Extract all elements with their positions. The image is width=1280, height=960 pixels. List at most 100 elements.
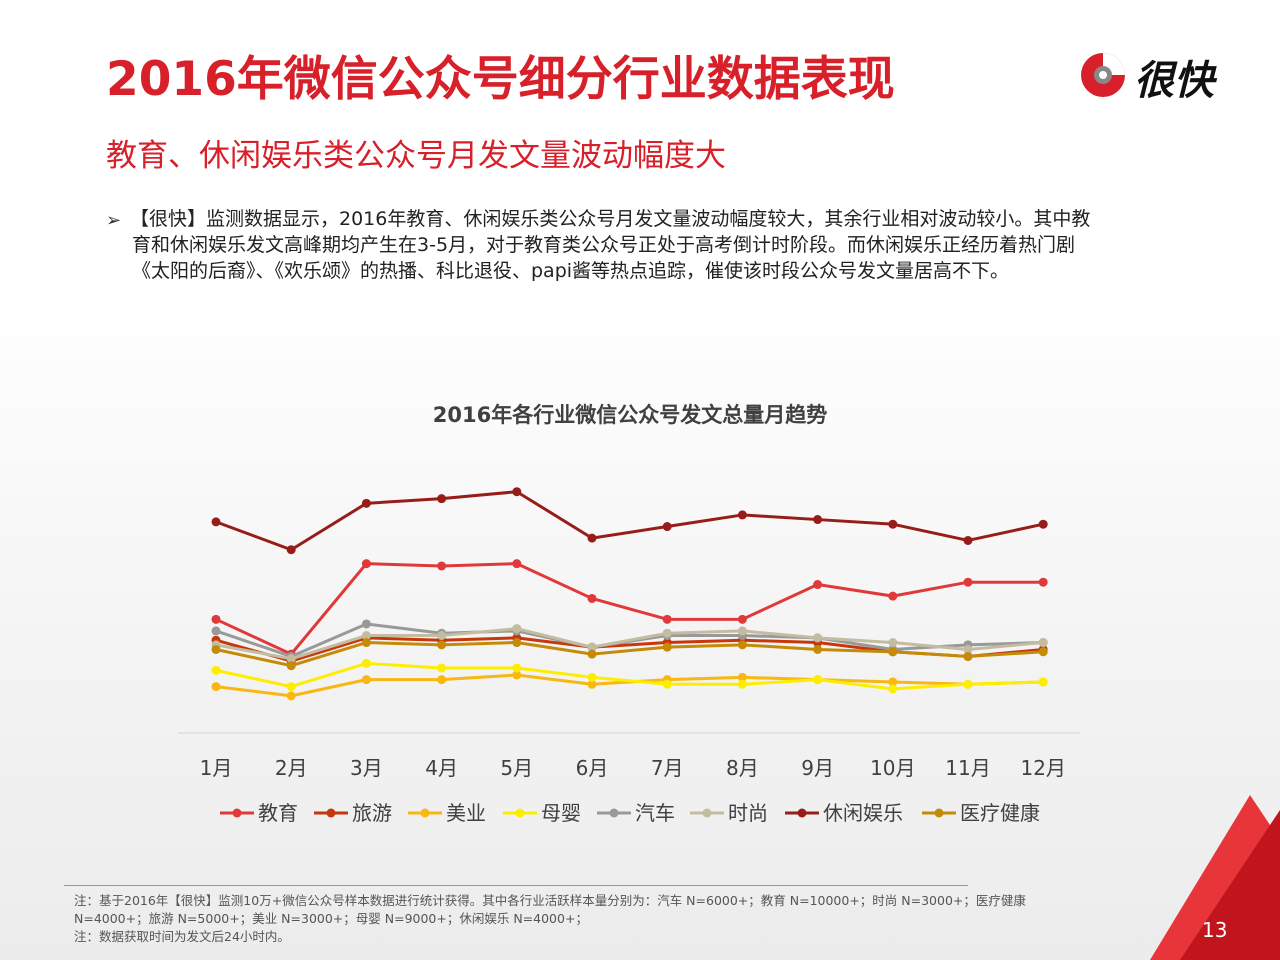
footnote-line: N=4000+；旅游 N=5000+；美业 N=3000+；母婴 N=9000+… xyxy=(74,911,588,926)
data-point xyxy=(813,633,823,643)
data-point xyxy=(737,679,747,689)
legend-item: 教育 xyxy=(220,801,298,825)
data-point xyxy=(211,614,221,624)
data-point xyxy=(888,591,898,601)
legend-item: 美业 xyxy=(408,801,486,825)
footnote-line: 注：数据获取时间为发文后24小时内。 xyxy=(74,929,290,944)
summary-line: 育和休闲娱乐发文高峰期均产生在3-5月，对于教育类公众号正处于高考倒计时阶段。而… xyxy=(132,234,1076,256)
legend-item: 汽车 xyxy=(597,801,675,825)
data-point xyxy=(512,624,522,634)
legend-label: 汽车 xyxy=(635,801,675,825)
legend-swatch-marker xyxy=(232,808,242,818)
data-point xyxy=(361,619,371,629)
x-tick-label: 8月 xyxy=(726,756,759,780)
legend-item: 母婴 xyxy=(503,801,581,825)
data-point xyxy=(888,519,898,529)
data-point xyxy=(888,684,898,694)
x-tick-label: 1月 xyxy=(200,756,233,780)
data-point xyxy=(813,644,823,654)
x-tick-label: 5月 xyxy=(500,756,533,780)
brand-logo: 很快 xyxy=(1078,48,1238,104)
data-point xyxy=(963,535,973,545)
legend-label: 教育 xyxy=(258,801,298,825)
data-point xyxy=(662,522,672,532)
data-point xyxy=(512,487,522,497)
data-point xyxy=(211,682,221,692)
data-point xyxy=(211,626,221,636)
series-教育 xyxy=(211,559,1048,659)
legend-swatch-marker xyxy=(702,808,712,818)
data-point xyxy=(286,545,296,555)
series-line xyxy=(215,627,1044,661)
data-point xyxy=(1038,677,1048,687)
data-point xyxy=(361,638,371,648)
legend-swatch-marker xyxy=(609,808,619,818)
page-subtitle: 教育、休闲娱乐类公众号月发文量波动幅度大 xyxy=(106,138,726,174)
summary-paragraph: 【很快】监测数据显示，2016年教育、休闲娱乐类公众号月发文量波动幅度较大，其余… xyxy=(130,206,1220,284)
data-point xyxy=(361,658,371,668)
data-point xyxy=(1038,577,1048,587)
data-point xyxy=(361,675,371,685)
data-point xyxy=(286,654,296,664)
data-point xyxy=(286,682,296,692)
data-point xyxy=(1038,519,1048,529)
data-point xyxy=(1038,638,1048,648)
legend-item: 旅游 xyxy=(314,801,392,825)
data-point xyxy=(211,644,221,654)
legend-label: 时尚 xyxy=(728,801,768,825)
data-point xyxy=(963,644,973,654)
series-line xyxy=(215,661,1044,691)
legend-label: 休闲娱乐 xyxy=(823,801,903,825)
footnote: 注：基于2016年【很快】监测10万+微信公众号样本数据进行统计获得。其中各行业… xyxy=(74,892,1164,946)
footnote-line: 注：基于2016年【很快】监测10万+微信公众号样本数据进行统计获得。其中各行业… xyxy=(74,893,1026,908)
legend-label: 美业 xyxy=(446,801,486,825)
data-point xyxy=(737,626,747,636)
data-point xyxy=(587,672,597,682)
legend-label: 母婴 xyxy=(541,801,581,825)
data-point xyxy=(737,672,747,682)
data-point xyxy=(587,642,597,652)
data-point xyxy=(813,675,823,685)
data-point xyxy=(437,663,447,673)
legend-swatch-marker xyxy=(797,808,807,818)
data-point xyxy=(437,561,447,571)
data-point xyxy=(587,679,597,689)
data-point xyxy=(813,580,823,590)
data-point xyxy=(512,670,522,680)
series-line xyxy=(215,562,1044,656)
legend-item: 医疗健康 xyxy=(922,801,1040,825)
data-point xyxy=(963,679,973,689)
legend-swatch-marker xyxy=(420,808,430,818)
series-line xyxy=(215,490,1044,552)
data-point xyxy=(587,649,597,659)
data-point xyxy=(888,647,898,657)
summary-line: 《太阳的后裔》、《欢乐颂》的热播、科比退役、papi酱等热点追踪，催使该时段公众… xyxy=(132,260,1010,282)
series-休闲娱乐 xyxy=(211,487,1048,555)
x-tick-label: 11月 xyxy=(945,756,990,780)
data-point xyxy=(963,577,973,587)
data-point xyxy=(211,665,221,675)
data-point xyxy=(587,593,597,603)
corner-decoration xyxy=(1150,795,1280,960)
data-point xyxy=(737,614,747,624)
data-point xyxy=(662,614,672,624)
legend-item: 休闲娱乐 xyxy=(785,801,903,825)
data-point xyxy=(963,651,973,661)
footnote-divider xyxy=(64,885,968,886)
logo-icon xyxy=(1081,53,1125,97)
data-point xyxy=(888,638,898,648)
bullet-arrow-icon: ➢ xyxy=(106,210,122,231)
data-point xyxy=(662,628,672,638)
x-tick-label: 6月 xyxy=(576,756,609,780)
x-tick-label: 7月 xyxy=(651,756,684,780)
data-point xyxy=(1038,647,1048,657)
summary-line: 【很快】监测数据显示，2016年教育、休闲娱乐类公众号月发文量波动幅度较大，其余… xyxy=(130,208,1091,230)
legend-label: 旅游 xyxy=(352,801,392,825)
data-point xyxy=(361,498,371,508)
data-point xyxy=(512,638,522,648)
x-tick-label: 12月 xyxy=(1020,756,1065,780)
legend-swatch-marker xyxy=(326,808,336,818)
series-美业 xyxy=(211,670,1048,701)
page-number: 13 xyxy=(1202,918,1228,942)
